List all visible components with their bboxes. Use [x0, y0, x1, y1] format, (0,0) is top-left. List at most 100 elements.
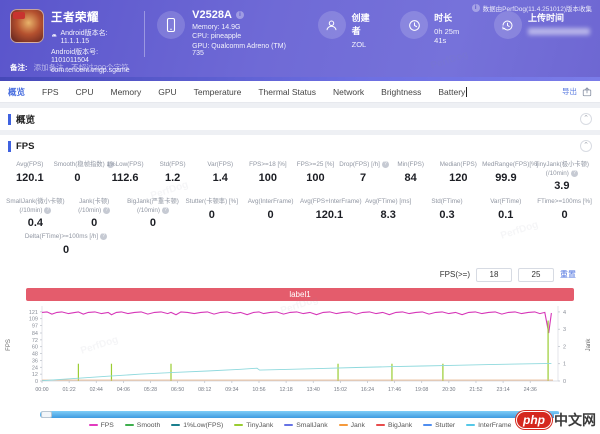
fps-metrics-row1: Avg(FPS) 120.1 Smooth(稳帧指数)? 0 1%Low(FPS) 112… [0, 157, 600, 194]
chart-label-text: label1 [289, 289, 311, 299]
legend-item-tinyjank[interactable]: TinyJank [234, 422, 273, 429]
metric-cell: Delta(FTime)>=100ms [/h]? 0 [6, 233, 126, 256]
tab-battery[interactable]: Battery [438, 86, 466, 97]
fps-threshold-high-input[interactable] [518, 267, 554, 282]
legend-item-jank[interactable]: Jank [338, 422, 365, 429]
phone-icon [157, 11, 186, 39]
metric-value: 100 [258, 171, 278, 184]
device-model: V2528A [192, 9, 232, 21]
info-icon: i [471, 4, 480, 12]
info-icon[interactable]: ? [100, 233, 108, 240]
tab-memory[interactable]: Memory [110, 86, 142, 97]
metric-value: 0 [208, 208, 215, 221]
svg-text:109: 109 [29, 316, 38, 322]
info-icon[interactable]: ? [103, 206, 111, 214]
legend-item-bigjank[interactable]: BigJank [375, 422, 412, 429]
svg-text:09:34: 09:34 [225, 387, 238, 393]
fps-collapse-button[interactable]: ⌃ [580, 140, 592, 152]
chart-scrollbar[interactable] [40, 410, 560, 418]
svg-text:12: 12 [32, 372, 38, 378]
device-info-icon[interactable]: i [235, 11, 244, 19]
duration-value: 0h 25m 41s [434, 27, 460, 45]
info-icon[interactable]: ? [162, 206, 170, 214]
chart-label-bar[interactable]: label1 [26, 287, 574, 301]
text-cursor [466, 86, 468, 97]
legend-swatch [284, 424, 294, 426]
legend-item-interframe[interactable]: InterFrame [466, 422, 511, 429]
note-row[interactable]: 备注: 添加备注，不超过200个字符 [10, 62, 129, 73]
fps-card: FPS ⌃ Avg(FPS) 120.1 Smooth(稳帧指数)? 0 1%Low(F… [0, 135, 600, 434]
metric-cell: Stutter(卡顿率) [%] 0 [182, 198, 241, 229]
overview-collapse-button[interactable]: ⌃ [580, 113, 592, 125]
svg-text:02:44: 02:44 [90, 387, 103, 393]
svg-text:16:24: 16:24 [361, 387, 374, 393]
device-memory: Memory: 14.9G [192, 23, 241, 31]
note-label: 备注: [10, 63, 28, 72]
legend-swatch [375, 424, 385, 426]
metric-label: Stutter(卡顿率) [%] [185, 198, 239, 205]
legend-item-smalljank[interactable]: SmallJank [284, 422, 328, 429]
legend-label: FPS [100, 421, 114, 429]
metric-label: Std(FPS) [159, 161, 186, 168]
metric-value: 0 [91, 217, 98, 229]
metric-cell: Std(FPS) 1.2 [149, 161, 197, 192]
fps-metrics-row3: Delta(FTime)>=100ms [/h]? 0 [0, 231, 600, 260]
svg-text:21:52: 21:52 [469, 387, 482, 393]
tab-cpu[interactable]: CPU [75, 86, 94, 97]
legend-item-stutter[interactable]: Stutter [423, 422, 455, 429]
metric-label: FPS>=18 [%] [249, 161, 287, 168]
device-gpu: GPU: Qualcomm Adreno (TM) 735 [192, 42, 286, 57]
svg-text:2: 2 [563, 344, 566, 350]
info-icon[interactable]: ? [106, 161, 114, 168]
info-icon[interactable]: ? [381, 161, 389, 168]
tab-概览[interactable]: 概览 [8, 86, 26, 97]
metric-label: MedRange(FPS)[%] [482, 161, 539, 168]
svg-text:1: 1 [563, 361, 566, 367]
metric-value: 84 [404, 171, 417, 184]
tab-brightness[interactable]: Brightness [381, 86, 422, 97]
tab-temperature[interactable]: Temperature [193, 86, 242, 97]
svg-text:01:22: 01:22 [62, 387, 75, 393]
php-cn-watermark: php 中文网 [516, 410, 596, 430]
svg-text:00:00: 00:00 [35, 387, 48, 393]
tab-network[interactable]: Network [332, 86, 365, 97]
svg-text:84: 84 [32, 331, 38, 337]
upload-time-icon [493, 11, 522, 39]
fps-threshold-low-input[interactable] [476, 267, 512, 282]
fps-threshold-controls: FPS(>=) 重置 [0, 260, 600, 286]
app-icon [10, 9, 44, 43]
legend-item-smooth[interactable]: Smooth [124, 422, 160, 429]
fps-chart[interactable]: 0 12 24 36 48 60 72 84 97 109 121 0 1 2 3 4 00:00 01:22 02… [2, 303, 598, 410]
metric-label: BigJank(严重卡顿) (/10min)? [127, 198, 179, 214]
metric-label: SmallJank(微小卡顿) (/10min)? [6, 198, 65, 214]
export-icon[interactable] [582, 86, 592, 97]
svg-text:60: 60 [32, 344, 38, 350]
chart-scrollbar-handle[interactable] [41, 410, 52, 418]
fps-threshold-reset-link[interactable]: 重置 [560, 270, 576, 279]
legend-item-1-low-fps-[interactable]: 1%Low(FPS) [171, 422, 223, 429]
export-button[interactable]: 导出 [562, 87, 577, 96]
info-icon[interactable]: ? [44, 206, 52, 214]
legend-swatch [171, 424, 181, 426]
legend-item-fps[interactable]: FPS [88, 421, 114, 429]
metric-value: 0 [149, 217, 157, 229]
metric-label: Avg(FTime) [ms] [365, 198, 412, 205]
tab-gpu[interactable]: GPU [158, 86, 177, 97]
android-icon [51, 33, 57, 36]
metric-cell: Avg(FPS+InterFrame) 120.1 [300, 198, 362, 229]
tab-thermal-status[interactable]: Thermal Status [258, 86, 316, 97]
android-version-name: Android版本名: 11.1.1.15 [60, 29, 108, 45]
header-divider [144, 11, 146, 57]
svg-text:06:50: 06:50 [171, 387, 184, 393]
metric-value: 1.4 [212, 171, 228, 184]
info-icon[interactable]: ? [570, 169, 578, 177]
tab-fps[interactable]: FPS [42, 86, 59, 97]
metric-cell: Var(FPS) 1.4 [196, 161, 244, 192]
metric-cell: Std(FTime) 0.3 [418, 198, 477, 229]
header-accent-strip [0, 77, 600, 81]
metric-value: 0 [62, 243, 70, 256]
metric-label: Avg(FPS) [16, 161, 44, 168]
svg-text:17:46: 17:46 [388, 387, 401, 393]
legend-label: TinyJank [246, 421, 274, 429]
